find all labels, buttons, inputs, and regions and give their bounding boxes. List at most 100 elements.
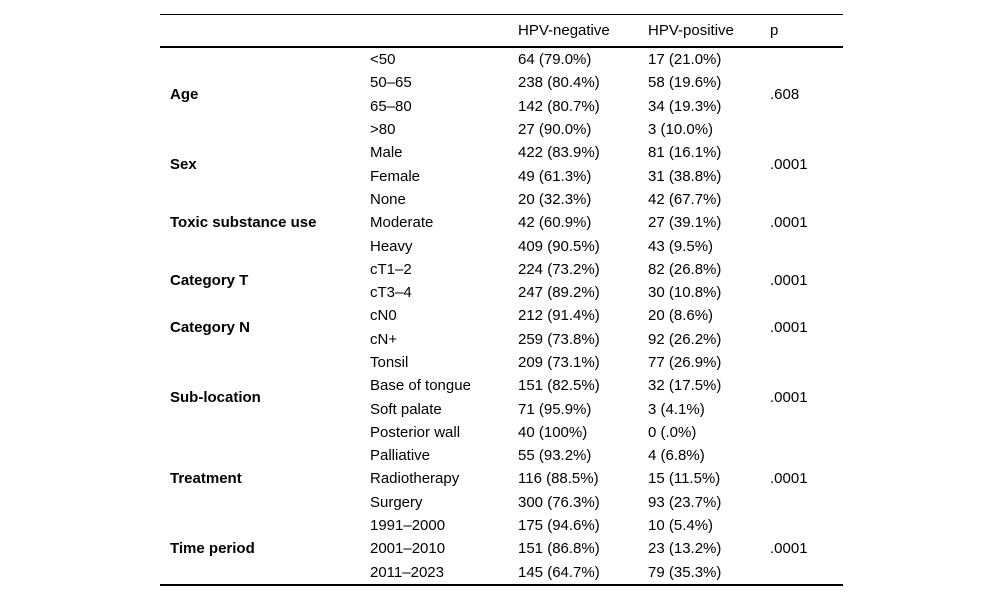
hpv-statistics-table: HPV-negative HPV-positive p Age <50 64 (79… <box>160 14 843 586</box>
level-cell: Posterior wall <box>370 423 461 441</box>
hpv-positive-cell: 23 (13.2%) <box>648 540 722 558</box>
table-row: 65–80 142 (80.7%) 34 (19.3%) <box>160 95 843 118</box>
hpv-negative-cell: 71 (95.9%) <box>518 400 592 418</box>
hpv-negative-cell: 40 (100%) <box>518 423 588 441</box>
p-value-cell: .0001 <box>770 470 808 488</box>
header-hpv-negative: HPV-negative <box>518 14 648 48</box>
table-row: Moderate 42 (60.9%) 27 (39.1%) <box>160 211 843 234</box>
hpv-positive-cell: 27 (39.1%) <box>648 214 722 232</box>
group-label-cell: Sex <box>170 155 197 173</box>
header-p-value: p <box>770 14 843 48</box>
table-row: Sub-location Tonsil 209 (73.1%) 77 (26.9%).… <box>160 351 843 406</box>
table-row: >80 27 (90.0%) 3 (10.0%) <box>160 118 843 141</box>
header-row: HPV-negative HPV-positive p <box>160 14 843 48</box>
hpv-positive-cell: 34 (19.3%) <box>648 97 722 115</box>
table-body: Age <50 64 (79.0%) 17 (21.0%) .608 50–65 238 (… <box>160 47 843 585</box>
hpv-positive-cell: 31 (38.8%) <box>648 167 722 185</box>
table-row: Surgery 300 (76.3%) 93 (23.7%) <box>160 491 843 514</box>
table-row: Posterior wall 40 (100%) 0 (.0%) <box>160 421 843 444</box>
level-cell: Radiotherapy <box>370 470 460 488</box>
level-cell: 65–80 <box>370 97 412 115</box>
hpv-positive-cell: 30 (10.8%) <box>648 284 722 302</box>
table-row: 50–65 238 (80.4%) 58 (19.6%) <box>160 71 843 94</box>
hpv-negative-cell: 247 (89.2%) <box>518 284 600 302</box>
p-value-cell: .0001 <box>770 272 808 290</box>
level-cell: 50–65 <box>370 74 412 92</box>
table-row: Age <50 64 (79.0%) 17 (21.0%) .608 <box>160 47 843 103</box>
header-group-column <box>160 14 370 48</box>
hpv-positive-cell: 0 (.0%) <box>648 423 697 441</box>
table-row: Sex Male 422 (83.9%) 81 (16.1%) .0001 <box>160 141 843 173</box>
level-cell: Palliative <box>370 447 431 465</box>
hpv-positive-cell: 82 (26.8%) <box>648 260 722 278</box>
hpv-positive-cell: 3 (4.1%) <box>648 400 705 418</box>
hpv-positive-cell: 77 (26.9%) <box>648 354 722 371</box>
level-cell: <50 <box>370 51 396 69</box>
p-value-cell: .0001 <box>770 540 808 558</box>
level-cell: Surgery <box>370 493 423 511</box>
hpv-positive-cell: 92 (26.2%) <box>648 330 722 348</box>
hpv-negative-cell: 55 (93.2%) <box>518 447 592 465</box>
level-cell: 1991–2000 <box>370 517 446 535</box>
hpv-negative-cell: 20 (32.3%) <box>518 190 592 208</box>
hpv-negative-cell: 209 (73.1%) <box>518 354 600 371</box>
hpv-positive-cell: 58 (19.6%) <box>648 74 722 92</box>
table-row: Time period 1991–2000 175 (94.6%) 10 (5.4%)… <box>160 514 843 557</box>
group-label-cell: Category T <box>170 272 249 290</box>
hpv-negative-cell: 42 (60.9%) <box>518 214 592 232</box>
group-label-cell: Toxic substance use <box>170 214 317 232</box>
level-cell: Tonsil <box>370 354 409 371</box>
table-row: Soft palate 71 (95.9%) 3 (4.1%) <box>160 397 843 420</box>
hpv-negative-cell: 64 (79.0%) <box>518 51 592 69</box>
hpv-negative-cell: 151 (82.5%) <box>518 377 600 395</box>
level-cell: None <box>370 190 406 208</box>
level-cell: cT1–2 <box>370 260 412 278</box>
hpv-positive-cell: 10 (5.4%) <box>648 517 714 535</box>
level-cell: cN0 <box>370 307 397 325</box>
hpv-negative-cell: 116 (88.5%) <box>518 470 599 488</box>
hpv-negative-cell: 259 (73.8%) <box>518 330 600 348</box>
hpv-positive-cell: 15 (11.5%) <box>648 470 721 488</box>
level-cell: cT3–4 <box>370 284 412 302</box>
table-row: Treatment Palliative 55 (93.2%) 4 (6.8%) .00… <box>160 444 843 487</box>
group-label-cell: Treatment <box>170 470 242 488</box>
hpv-positive-cell: 4 (6.8%) <box>648 447 705 465</box>
hpv-negative-cell: 238 (80.4%) <box>518 74 600 92</box>
p-value-cell: .0001 <box>770 388 808 406</box>
hpv-negative-cell: 422 (83.9%) <box>518 144 600 162</box>
level-cell: 2001–2010 <box>370 540 446 558</box>
table-row: Toxic substance use None 20 (32.3%) 42 (67.… <box>160 188 843 231</box>
group-label-cell: Sub-location <box>170 388 261 406</box>
group-label-cell: Time period <box>170 540 255 558</box>
level-cell: 2011–2023 <box>370 563 444 581</box>
table-row: cN+ 259 (73.8%) 92 (26.2%) <box>160 328 843 351</box>
hpv-negative-cell: 212 (91.4%) <box>518 307 600 325</box>
hpv-negative-cell: 151 (86.8%) <box>518 540 600 558</box>
level-cell: Heavy <box>370 237 413 255</box>
level-cell: Soft palate <box>370 400 442 418</box>
hpv-positive-cell: 3 (10.0%) <box>648 121 714 139</box>
p-value-cell: .0001 <box>770 319 808 337</box>
hpv-negative-cell: 142 (80.7%) <box>518 97 600 115</box>
hpv-positive-cell: 17 (21.0%) <box>648 51 722 69</box>
table-row: 2011–2023 145 (64.7%) 79 (35.3%) <box>160 561 843 585</box>
hpv-positive-cell: 42 (67.7%) <box>648 190 722 208</box>
hpv-negative-cell: 175 (94.6%) <box>518 517 600 535</box>
level-cell: cN+ <box>370 330 398 348</box>
hpv-negative-cell: 145 (64.7%) <box>518 563 600 581</box>
hpv-positive-cell: 93 (23.7%) <box>648 493 722 511</box>
table-row: cT3–4 247 (89.2%) 30 (10.8%) <box>160 281 843 304</box>
hpv-negative-cell: 300 (76.3%) <box>518 493 600 511</box>
hpv-positive-cell: 81 (16.1%) <box>648 144 722 162</box>
hpv-negative-cell: 49 (61.3%) <box>518 167 592 185</box>
group-label-cell: Category N <box>170 319 251 337</box>
hpv-negative-cell: 224 (73.2%) <box>518 260 600 278</box>
hpv-positive-cell: 43 (9.5%) <box>648 237 714 255</box>
hpv-positive-cell: 79 (35.3%) <box>648 563 722 581</box>
group-label-cell: Age <box>170 86 199 104</box>
p-value-cell: .0001 <box>770 155 808 173</box>
table-row: Category N cN0 212 (91.4%) 20 (8.6%) .0001 <box>160 304 843 336</box>
level-cell: Female <box>370 167 421 185</box>
level-cell: >80 <box>370 121 396 139</box>
